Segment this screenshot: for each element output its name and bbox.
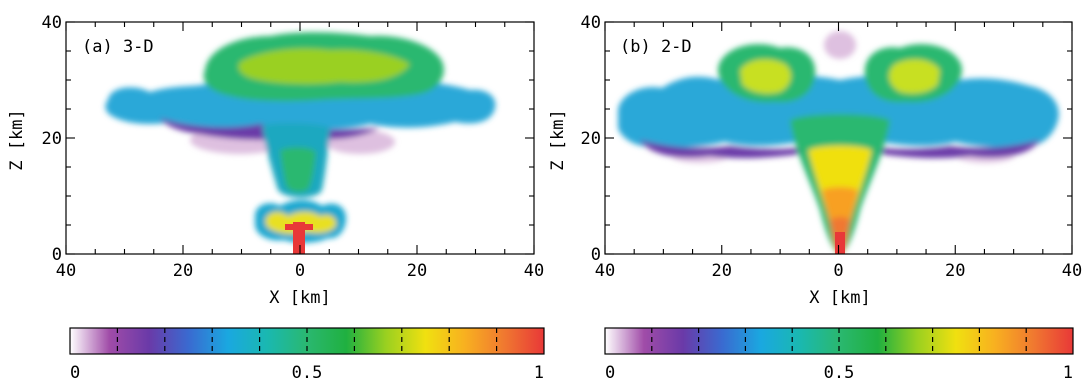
panel-b-xlabel: X [km]	[809, 288, 870, 308]
panel-a-ylabel: Z [km]	[7, 109, 27, 170]
panel-b-xtick-label: 20	[945, 261, 965, 281]
panel-a-cloud-field	[105, 32, 496, 243]
colorbar-right-tick-label: 1	[1063, 363, 1073, 383]
panel-a-ytick-label: 40	[42, 13, 62, 33]
panel-a-plot-area	[66, 22, 534, 254]
panel-b-ytick-label: 0	[591, 245, 601, 265]
panel-b-xtick-label: 20	[712, 261, 732, 281]
panel-b-core	[835, 232, 845, 254]
colorbar-right-tick-label: 0	[605, 363, 615, 383]
panel-b-ytick-label: 20	[581, 129, 601, 149]
panel-b-plot-area	[605, 22, 1072, 254]
colorbar-right-tick-label: 0.5	[824, 363, 855, 383]
panel-b-ytick-label: 40	[581, 13, 601, 33]
panel-b-label: (b) 2-D	[620, 37, 692, 57]
panel-a-xtick-label: 0	[295, 261, 305, 281]
panel-b-xtick-label: 40	[1062, 261, 1082, 281]
panel-b-cloud-field	[618, 31, 1059, 254]
colorbar-right: 0 0.5 1	[604, 327, 1074, 383]
panel-a-xtick-label: 40	[56, 261, 76, 281]
panel-b-ylabel: Z [km]	[548, 109, 568, 170]
colorbar-left-tick-label: 1	[534, 363, 544, 383]
panel-a-xlabel: X [km]	[269, 288, 330, 308]
colorbar-left: 0 0.5 1	[69, 327, 545, 383]
panel-a-xtick-label: 20	[407, 261, 427, 281]
panel-a-xtick-label: 20	[173, 261, 193, 281]
panel-b-xtick-label: 40	[595, 261, 615, 281]
panel-b-xtick-label: 0	[833, 261, 843, 281]
panel-a-xtick-label: 40	[524, 261, 544, 281]
colorbar-left-tick-label: 0	[70, 363, 80, 383]
panel-a-label: (a) 3-D	[82, 37, 154, 57]
panel-a-ytick-label: 0	[52, 245, 62, 265]
panel-a-ytick-label: 20	[42, 129, 62, 149]
colorbar-left-tick-label: 0.5	[292, 363, 323, 383]
